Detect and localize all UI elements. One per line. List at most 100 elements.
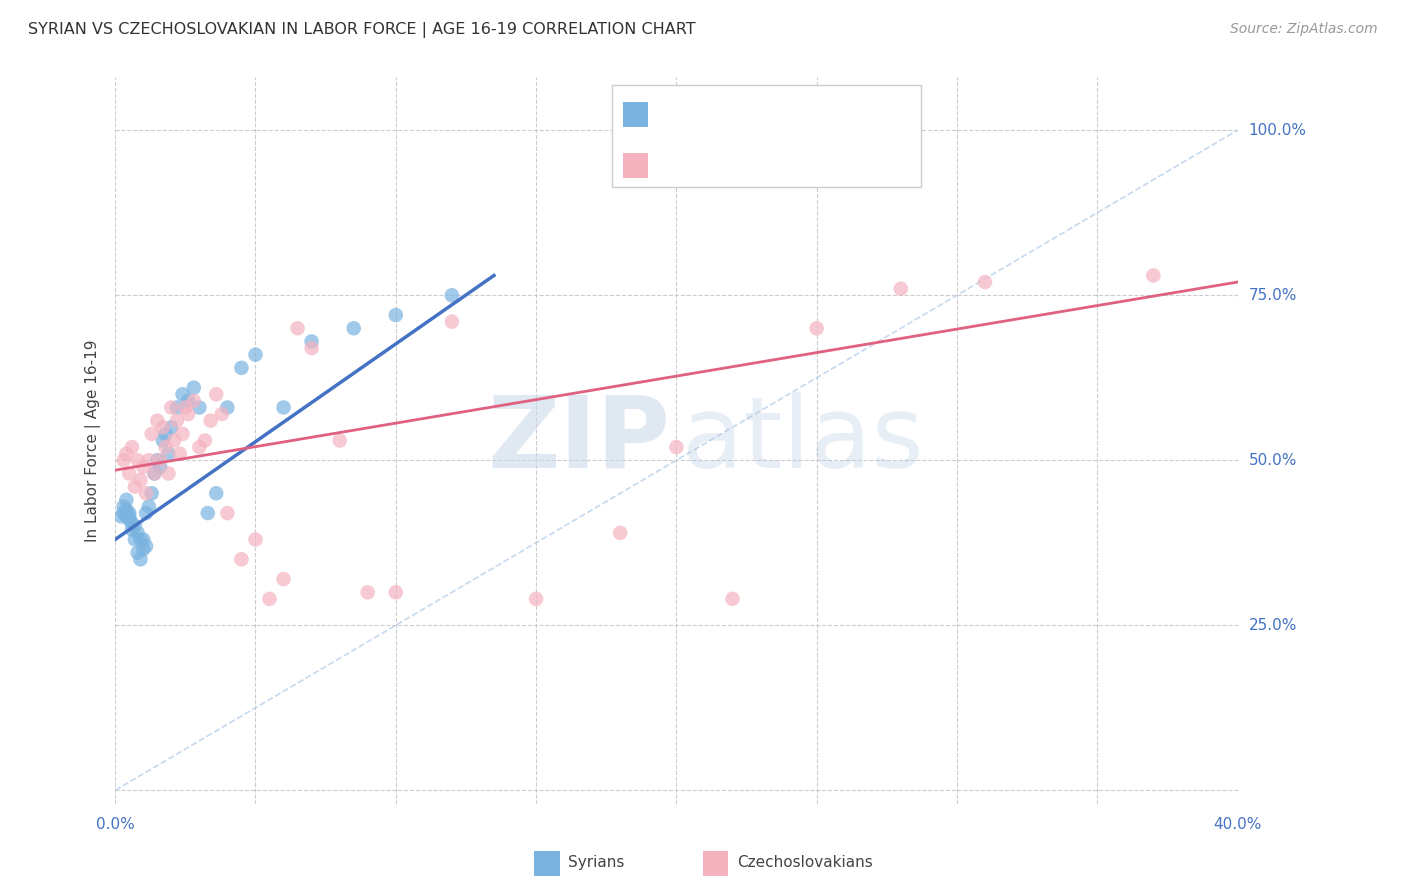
Point <box>152 420 174 434</box>
Point <box>665 440 688 454</box>
Point <box>273 401 295 415</box>
Point <box>806 321 828 335</box>
Point <box>384 585 406 599</box>
Point <box>141 486 163 500</box>
Point <box>163 434 186 448</box>
Point <box>115 447 138 461</box>
Point <box>245 533 267 547</box>
Point <box>259 591 281 606</box>
Point <box>200 414 222 428</box>
Point <box>138 453 160 467</box>
Point <box>273 572 295 586</box>
Point <box>217 401 239 415</box>
Point <box>160 420 183 434</box>
Text: 40.0%: 40.0% <box>1213 817 1261 832</box>
Point <box>127 453 149 467</box>
Text: 50.0%: 50.0% <box>1249 453 1296 467</box>
Point <box>115 509 138 524</box>
Text: R =: R = <box>657 99 690 114</box>
Point <box>112 500 135 514</box>
Point <box>132 459 155 474</box>
Point <box>127 546 149 560</box>
Point <box>974 275 997 289</box>
Text: 0.357: 0.357 <box>685 98 737 116</box>
Point <box>141 426 163 441</box>
Text: 45: 45 <box>778 98 800 116</box>
Point <box>343 321 366 335</box>
Point <box>890 282 912 296</box>
Point <box>138 500 160 514</box>
Point <box>121 523 143 537</box>
Point <box>721 591 744 606</box>
Point <box>440 288 463 302</box>
Point <box>135 539 157 553</box>
Point <box>124 533 146 547</box>
Point <box>169 447 191 461</box>
Point <box>149 453 172 467</box>
Text: 75.0%: 75.0% <box>1249 288 1296 302</box>
Point <box>124 519 146 533</box>
Point <box>132 542 155 557</box>
Text: 0.0%: 0.0% <box>96 817 135 832</box>
Point <box>287 321 309 335</box>
Point <box>188 401 211 415</box>
Point <box>172 387 194 401</box>
Point <box>135 506 157 520</box>
Point <box>205 387 228 401</box>
Point <box>609 525 631 540</box>
Point <box>143 467 166 481</box>
Point <box>121 516 143 530</box>
Point <box>127 525 149 540</box>
Point <box>172 426 194 441</box>
Point <box>129 533 152 547</box>
Point <box>118 467 141 481</box>
Point <box>1142 268 1164 283</box>
Point <box>115 503 138 517</box>
Point <box>149 459 172 474</box>
Point <box>129 473 152 487</box>
Text: 25.0%: 25.0% <box>1249 618 1296 632</box>
Point <box>157 447 180 461</box>
Point <box>132 533 155 547</box>
Point <box>118 513 141 527</box>
Point <box>205 486 228 500</box>
Point <box>166 414 188 428</box>
Text: 49: 49 <box>778 149 801 167</box>
Point <box>157 467 180 481</box>
Point <box>166 401 188 415</box>
Point <box>357 585 380 599</box>
Point <box>110 509 132 524</box>
Point <box>194 434 217 448</box>
Point <box>118 506 141 520</box>
Text: ZIP: ZIP <box>488 392 671 489</box>
Text: N =: N = <box>749 99 783 114</box>
Point <box>188 440 211 454</box>
Y-axis label: In Labor Force | Age 16-19: In Labor Force | Age 16-19 <box>86 339 101 541</box>
Point <box>112 506 135 520</box>
Point <box>124 480 146 494</box>
Point <box>183 381 205 395</box>
Point <box>155 440 177 454</box>
Point <box>112 453 135 467</box>
Text: N =: N = <box>749 151 783 166</box>
Point <box>115 492 138 507</box>
Point <box>183 393 205 408</box>
Point <box>524 591 547 606</box>
Point <box>135 486 157 500</box>
Point <box>384 308 406 322</box>
Text: Source: ZipAtlas.com: Source: ZipAtlas.com <box>1230 22 1378 37</box>
Point <box>231 360 253 375</box>
Text: SYRIAN VS CZECHOSLOVAKIAN IN LABOR FORCE | AGE 16-19 CORRELATION CHART: SYRIAN VS CZECHOSLOVAKIAN IN LABOR FORCE… <box>28 22 696 38</box>
Point <box>217 506 239 520</box>
Point <box>152 434 174 448</box>
Point <box>440 315 463 329</box>
Text: 100.0%: 100.0% <box>1249 123 1306 137</box>
Point <box>177 407 200 421</box>
Text: Syrians: Syrians <box>568 855 624 870</box>
Point <box>211 407 233 421</box>
Text: 0.170: 0.170 <box>685 149 737 167</box>
Point <box>245 348 267 362</box>
Point <box>155 426 177 441</box>
Point <box>231 552 253 566</box>
Text: Czechoslovakians: Czechoslovakians <box>737 855 873 870</box>
